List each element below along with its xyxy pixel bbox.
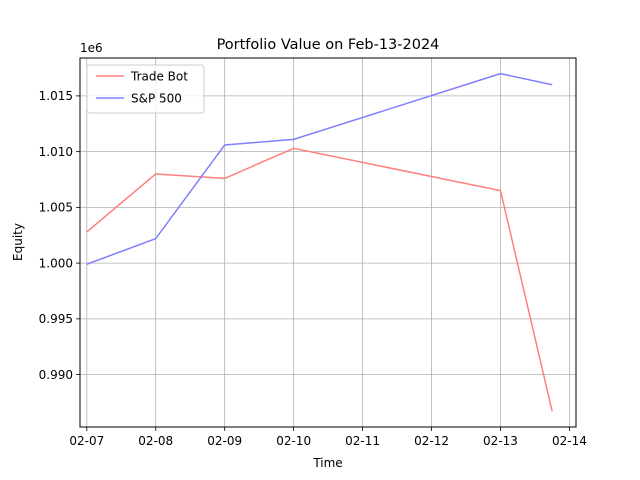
y-tick-label: 1.005 <box>39 201 73 215</box>
y-tick-label: 1.010 <box>39 145 73 159</box>
plot-frame <box>79 57 577 428</box>
y-tick-label: 0.990 <box>39 368 73 382</box>
grid-lines <box>80 58 576 427</box>
series-line-s-p-500 <box>86 72 553 265</box>
x-axis-label: Time <box>312 456 342 470</box>
series-lines <box>86 72 553 412</box>
y-offset-label: 1e6 <box>80 41 103 55</box>
x-tick-label: 02-11 <box>345 434 380 448</box>
y-tick-label: 1.000 <box>39 256 73 270</box>
y-tick-label: 0.995 <box>39 312 73 326</box>
x-tick-label: 02-08 <box>138 434 173 448</box>
chart-title: Portfolio Value on Feb-13-2024 <box>217 37 440 53</box>
x-tick-label: 02-07 <box>69 434 104 448</box>
y-axis: 0.990 0.995 1.000 1.005 1.010 1.015 <box>39 89 80 382</box>
series-line-trade-bot <box>86 147 553 412</box>
x-axis: 02-07 02-08 02-09 02-10 02-11 02-12 02-13 02-14 <box>69 427 587 448</box>
legend-label-sp500: S&P 500 <box>131 92 182 106</box>
y-tick-label: 1.015 <box>39 89 73 103</box>
x-tick-label: 02-13 <box>483 434 518 448</box>
x-tick-label: 02-09 <box>207 434 242 448</box>
legend-box <box>86 64 205 114</box>
legend-label-trade-bot: Trade Bot <box>130 70 188 84</box>
x-tick-label: 02-12 <box>414 434 449 448</box>
legend: Trade Bot S&P 500 <box>86 64 205 114</box>
x-tick-label: 02-14 <box>552 434 587 448</box>
x-tick-label: 02-10 <box>276 434 311 448</box>
y-axis-label: Equity <box>11 223 25 261</box>
